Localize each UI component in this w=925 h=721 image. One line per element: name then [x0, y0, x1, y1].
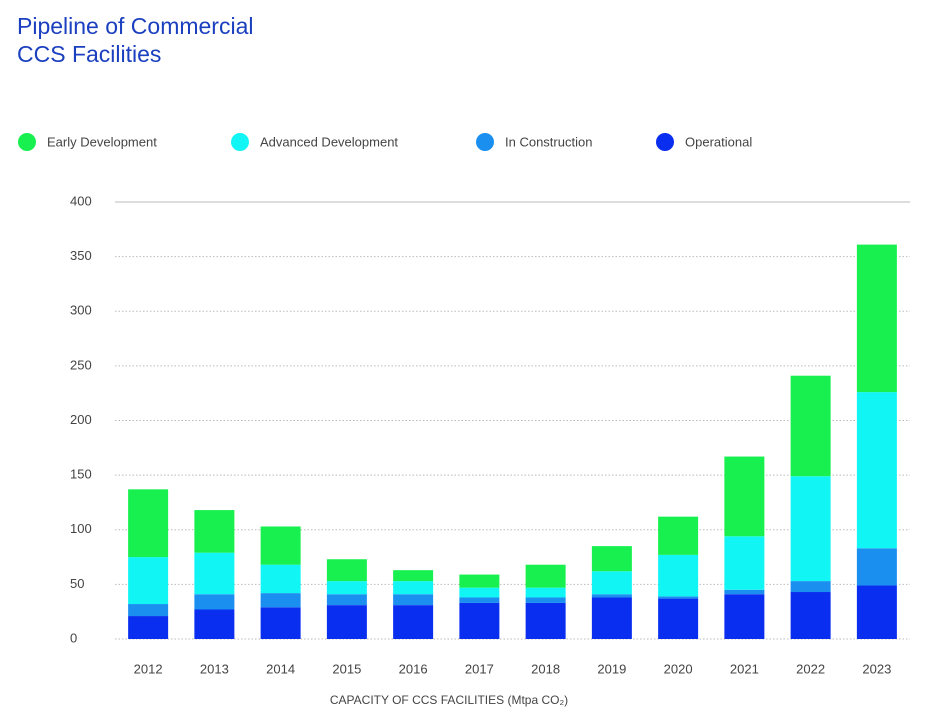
- x-tick-label: 2015: [332, 661, 361, 676]
- bar-segment: [128, 489, 169, 558]
- bar-segment: [591, 546, 632, 572]
- y-tick-label: 0: [70, 630, 77, 645]
- bar-segment: [393, 581, 434, 595]
- bar-segment: [393, 605, 434, 639]
- y-tick-label: 50: [70, 576, 84, 591]
- legend-marker: [476, 133, 494, 151]
- legend-marker: [231, 133, 249, 151]
- bar-segment: [525, 587, 566, 598]
- x-tick-label: 2019: [597, 661, 626, 676]
- bar-segment: [459, 597, 500, 603]
- bar-segment: [790, 592, 831, 639]
- x-tick-label: 2012: [134, 661, 163, 676]
- bar-segment: [194, 609, 235, 639]
- y-tick-label: 300: [70, 303, 92, 318]
- bar-segment: [658, 554, 699, 597]
- bar-segment: [393, 570, 434, 582]
- x-tick-label: 2021: [730, 661, 759, 676]
- bar-segment: [591, 571, 632, 595]
- x-tick-label: 2014: [266, 661, 295, 676]
- x-tick-label: 2022: [796, 661, 825, 676]
- bar-segment: [724, 589, 765, 595]
- bar-segment: [724, 536, 765, 590]
- bar-segment: [459, 602, 500, 639]
- bar-segment: [525, 597, 566, 603]
- x-tick-label: 2023: [862, 661, 891, 676]
- bar-segment: [194, 510, 235, 553]
- legend-label: Early Development: [47, 134, 157, 149]
- x-tick-label: 2018: [531, 661, 560, 676]
- x-tick-label: 2013: [200, 661, 229, 676]
- legend-label: In Construction: [505, 134, 592, 149]
- bar-segment: [128, 616, 169, 639]
- y-tick-label: 250: [70, 357, 92, 372]
- x-tick-label: 2017: [465, 661, 494, 676]
- bar-segment: [525, 602, 566, 639]
- bar-segment: [459, 574, 500, 588]
- bar-segment: [724, 594, 765, 639]
- bar-segment: [658, 516, 699, 555]
- y-tick-label: 350: [70, 248, 92, 263]
- bar-segment: [856, 392, 897, 549]
- bar-segment: [260, 593, 301, 608]
- legend-label: Operational: [685, 134, 752, 149]
- bar-segment: [326, 581, 367, 595]
- bar-segment: [658, 598, 699, 639]
- bar-segment: [658, 596, 699, 599]
- x-tick-label: 2016: [399, 661, 428, 676]
- bar-segment: [856, 548, 897, 586]
- bar-segment: [194, 552, 235, 595]
- bar-segment: [326, 559, 367, 582]
- legend-label: Advanced Development: [260, 134, 398, 149]
- legend-marker: [18, 133, 36, 151]
- bar-segment: [790, 375, 831, 477]
- bar-segment: [856, 244, 897, 393]
- bar-segment: [326, 594, 367, 606]
- bar-segment: [591, 597, 632, 639]
- y-tick-label: 200: [70, 412, 92, 427]
- bar-segment: [724, 456, 765, 537]
- bar-segment: [194, 594, 235, 610]
- bar-segment: [459, 587, 500, 598]
- bar-segment: [128, 604, 169, 617]
- bar-segment: [790, 476, 831, 582]
- y-tick-label: 400: [70, 193, 92, 208]
- bar-segment: [393, 594, 434, 606]
- bar-segment: [128, 557, 169, 605]
- bar-segment: [856, 585, 897, 639]
- legend-marker: [656, 133, 674, 151]
- x-tick-label: 2020: [664, 661, 693, 676]
- bar-segment: [260, 607, 301, 639]
- bar-segment: [260, 526, 301, 565]
- bar-segment: [790, 581, 831, 593]
- x-axis-label: CAPACITY OF CCS FACILITIES (Mtpa CO₂): [330, 693, 568, 707]
- bar-segment: [260, 564, 301, 594]
- y-tick-label: 100: [70, 521, 92, 536]
- chart-title: Pipeline of Commercial CCS Facilities: [17, 13, 254, 67]
- bar-segment: [591, 594, 632, 598]
- bar-segment: [525, 564, 566, 588]
- bar-segment: [326, 605, 367, 639]
- y-tick-label: 150: [70, 467, 92, 482]
